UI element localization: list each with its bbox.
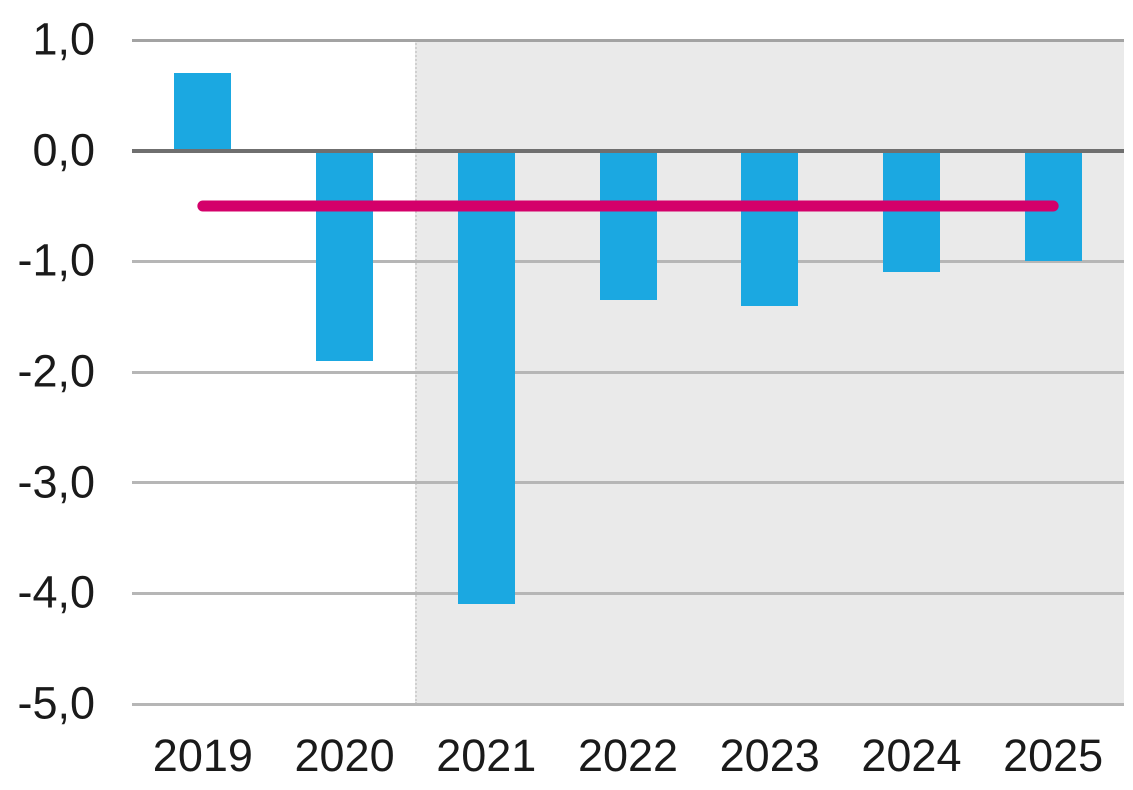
x-tick-label-2019: 2019	[152, 730, 253, 781]
gridline-zero	[132, 148, 1124, 153]
x-tick-label-2022: 2022	[577, 730, 679, 781]
gridline--2,0	[132, 370, 1124, 374]
x-tick-label-2024: 2024	[861, 730, 962, 781]
y-tick-label: 0,0	[32, 124, 95, 176]
y-tick-label: 1,0	[32, 13, 95, 65]
y-tick-label: -5,0	[17, 677, 95, 729]
bar-2019	[174, 73, 232, 151]
gridline--4,0	[132, 591, 1124, 595]
bar-2020	[316, 150, 374, 361]
gridline--3,0	[132, 481, 1124, 485]
y-tick-label: -2,0	[17, 345, 95, 397]
bar-2025	[1024, 150, 1082, 262]
y-tick-label: -4,0	[17, 566, 95, 618]
y-tick-label: -1,0	[17, 234, 95, 286]
y-tick-label: -3,0	[17, 456, 95, 508]
bar-2021	[457, 150, 515, 605]
x-tick-label-2020: 2020	[294, 730, 395, 781]
x-tick-label-2023: 2023	[719, 730, 820, 781]
bar-2022	[599, 150, 657, 301]
gridline--5,0	[132, 702, 1124, 706]
bar-2024	[882, 150, 940, 273]
bar-2023	[741, 150, 799, 306]
x-tick-label-2021: 2021	[436, 730, 537, 781]
x-tick-label-2025: 2025	[1003, 730, 1104, 781]
gridline-1,0	[132, 38, 1124, 42]
